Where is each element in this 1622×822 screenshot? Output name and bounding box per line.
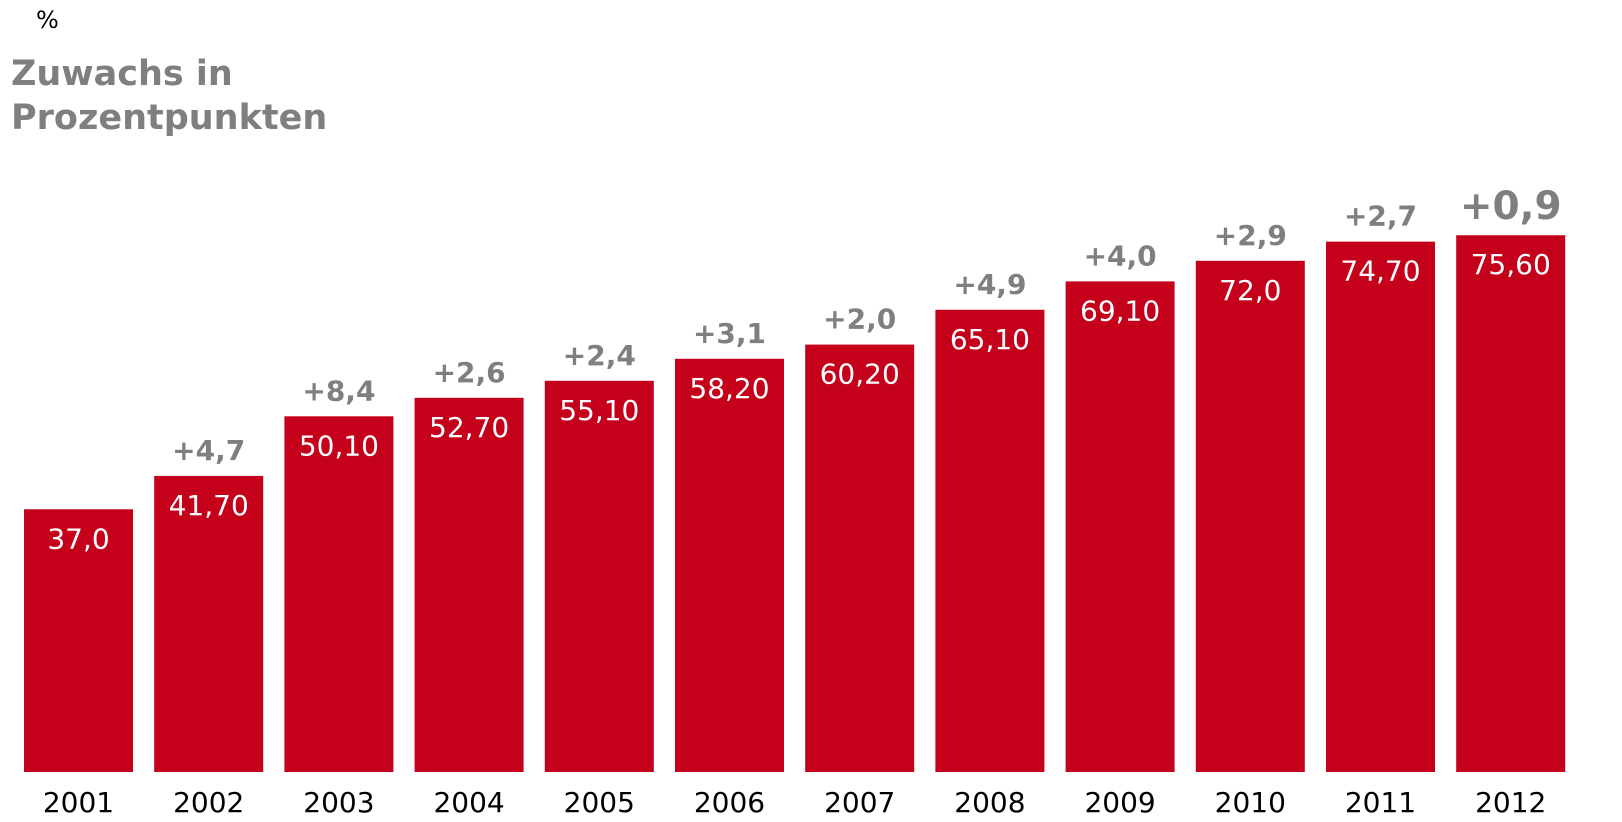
x-tick-label-2009: 2009 [1084,786,1155,819]
value-label-2005: 55,10 [559,394,639,427]
increment-label-2003: +8,4 [302,374,375,407]
increment-label-2012: +0,9 [1460,184,1562,229]
increment-label-2009: +4,0 [1084,239,1157,272]
legend-line-1: Zuwachs in [11,54,233,94]
x-tick-label-2001: 2001 [43,786,114,819]
bar-2010 [1195,260,1305,772]
bar-2003 [284,416,394,772]
x-tick-label-2004: 2004 [433,786,504,819]
value-label-2012: 75,60 [1471,248,1551,281]
increment-label-2011: +2,7 [1344,200,1417,233]
value-label-2001: 37,0 [47,522,109,555]
x-tick-label-2010: 2010 [1215,786,1286,819]
bar-2006 [675,358,784,772]
increment-label-2005: +2,4 [563,339,636,372]
bar-2011 [1326,241,1435,772]
value-label-2009: 69,10 [1080,294,1160,327]
value-label-2011: 74,70 [1340,255,1420,288]
bar-2001 [24,509,133,772]
increment-label-2008: +4,9 [953,268,1026,301]
legend-line-2: Prozentpunkten [11,98,328,138]
value-label-2003: 50,10 [299,429,379,462]
bar-2005 [544,380,654,772]
legend: Zuwachs in Prozentpunkten [11,52,327,140]
value-label-2004: 52,70 [429,411,509,444]
value-label-2010: 72,0 [1219,274,1281,307]
x-tick-label-2005: 2005 [564,786,635,819]
bar-2004 [414,397,524,772]
increment-label-2002: +4,7 [172,434,245,467]
bar-2007 [805,344,915,772]
x-tick-label-2011: 2011 [1345,786,1416,819]
increment-label-2006: +3,1 [693,317,766,350]
value-label-2002: 41,70 [169,489,249,522]
increment-label-2007: +2,0 [823,303,896,336]
increment-label-2010: +2,9 [1214,219,1287,252]
x-tick-label-2003: 2003 [303,786,374,819]
bar-2009 [1065,281,1175,772]
value-label-2008: 65,10 [950,323,1030,356]
increment-label-2004: +2,6 [433,356,506,389]
x-tick-label-2002: 2002 [173,786,244,819]
x-tick-label-2008: 2008 [954,786,1025,819]
unit-label: % [36,6,59,34]
bar-2002 [154,475,264,772]
x-tick-label-2012: 2012 [1475,786,1546,819]
x-tick-label-2007: 2007 [824,786,895,819]
bar-2012 [1456,235,1566,773]
value-label-2006: 58,20 [689,372,769,405]
x-tick-label-2006: 2006 [694,786,765,819]
value-label-2007: 60,20 [820,358,900,391]
bar-2008 [935,309,1045,772]
